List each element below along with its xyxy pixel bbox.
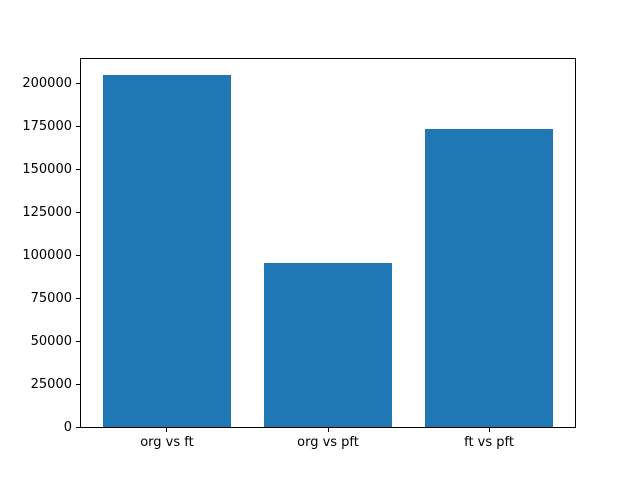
x-tick-label: org vs pft <box>297 434 359 450</box>
y-tick-mark <box>76 427 80 429</box>
y-tick-mark <box>76 211 80 213</box>
x-tick-mark <box>327 427 329 432</box>
y-tick-label: 25000 <box>30 377 72 393</box>
y-tick-label: 125000 <box>22 204 72 220</box>
y-tick-label: 100000 <box>22 247 72 263</box>
y-tick-label: 75000 <box>30 291 72 306</box>
y-tick-mark <box>76 384 80 386</box>
y-tick-label: 150000 <box>22 161 72 177</box>
x-tick-mark <box>166 427 168 432</box>
y-tick-label: 175000 <box>22 118 72 134</box>
bar-ft-vs-pft <box>424 129 554 427</box>
y-tick-mark <box>76 168 80 170</box>
y-tick-mark <box>76 254 80 256</box>
x-tick-label: ft vs pft <box>464 434 514 450</box>
y-tick-label: 50000 <box>30 334 72 350</box>
bar-org-vs-ft <box>102 75 232 427</box>
y-tick-label: 200000 <box>22 75 72 91</box>
y-tick-mark <box>76 125 80 127</box>
y-tick-mark <box>76 341 80 343</box>
y-tick-mark <box>76 298 80 299</box>
plot-area <box>80 58 576 428</box>
bar-org-vs-pft <box>263 263 393 427</box>
x-tick-label: org vs ft <box>140 434 194 450</box>
y-tick-label: 0 <box>63 420 72 436</box>
y-tick-mark <box>76 82 80 84</box>
x-tick-mark <box>488 427 490 432</box>
